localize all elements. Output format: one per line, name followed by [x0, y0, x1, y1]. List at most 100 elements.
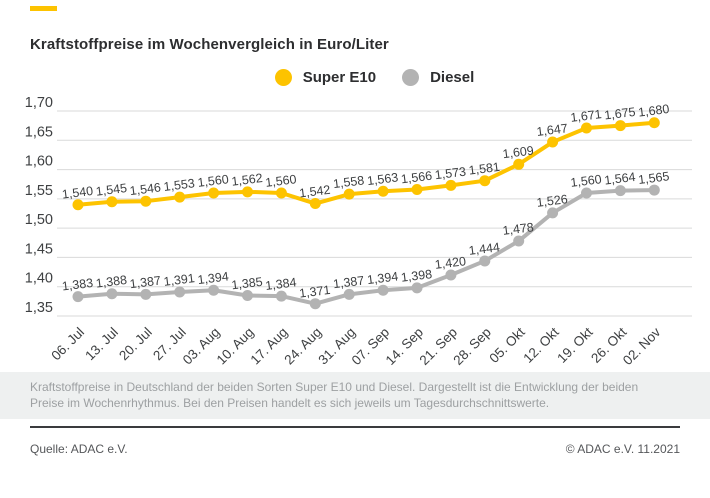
series-line-super-e10 [76, 120, 657, 207]
y-axis-tick-label: 1,45 [25, 241, 53, 257]
data-point-label: 1,398 [400, 267, 433, 285]
x-axis-tick-label: 06. Jul [48, 325, 87, 364]
data-point-label: 1,573 [434, 165, 467, 183]
data-point [547, 136, 559, 148]
legend-dot-diesel-icon [402, 69, 420, 86]
chart-legend: Super E10 Diesel [57, 69, 692, 86]
data-point [208, 187, 220, 199]
data-point-label: 1,387 [129, 273, 162, 291]
data-point-label: 1,394 [366, 269, 399, 287]
data-point [72, 291, 84, 303]
data-point [106, 196, 118, 208]
data-point [140, 288, 152, 300]
x-axis-tick-label: 24. Aug [281, 325, 324, 368]
y-axis-tick-label: 1,40 [25, 271, 53, 287]
source-text: Quelle: ADAC e.V. [30, 442, 128, 456]
data-point-label: 1,553 [163, 176, 196, 194]
data-point-label: 1,420 [434, 254, 467, 272]
data-point [208, 284, 220, 296]
footer-divider [30, 426, 680, 428]
data-point-label: 1,385 [231, 275, 264, 293]
data-point [140, 195, 152, 207]
data-point-label: 1,581 [468, 160, 501, 178]
data-point [648, 117, 660, 129]
footnote-band: Kraftstoffpreise in Deutschland der beid… [0, 372, 710, 419]
legend-label-super-e10: Super E10 [302, 69, 377, 86]
x-axis-tick-label: 10. Aug [214, 325, 257, 368]
data-point [309, 198, 321, 210]
data-point [614, 185, 626, 197]
data-point [547, 207, 559, 219]
data-point [479, 255, 491, 267]
data-point [581, 122, 592, 134]
y-axis-tick-label: 1,50 [25, 212, 53, 228]
brand-accent-bar [30, 6, 57, 11]
data-point [275, 187, 287, 199]
x-axis-tick-label: 28. Sep [450, 325, 494, 369]
data-point [275, 290, 287, 302]
data-point-label: 1,560 [570, 172, 603, 190]
data-point-label: 1,565 [637, 169, 670, 187]
x-axis-tick-label: 13. Jul [82, 325, 121, 364]
data-point-label: 1,546 [129, 180, 162, 198]
y-axis-tick-label: 1,35 [25, 300, 53, 316]
data-point-label: 1,560 [197, 172, 230, 190]
data-point [377, 185, 389, 197]
data-point-label: 1,609 [502, 143, 535, 161]
data-point-label: 1,540 [61, 184, 94, 202]
data-point [648, 184, 660, 196]
data-point-label: 1,391 [163, 271, 196, 289]
y-axis-tick-label: 1,55 [25, 183, 53, 199]
x-axis-tick-label: 20. Jul [116, 325, 155, 364]
data-point-label: 1,478 [502, 220, 535, 238]
data-point-label: 1,675 [604, 105, 637, 123]
y-axis-tick-label: 1,60 [25, 154, 53, 170]
footnote-text: Kraftstoffpreise in Deutschland der beid… [30, 380, 639, 410]
data-point [174, 191, 186, 203]
data-point [445, 179, 457, 191]
data-point [174, 286, 186, 298]
data-point [411, 183, 423, 195]
data-point-label: 1,542 [298, 183, 331, 201]
data-point-label: 1,384 [265, 275, 298, 293]
data-point-label: 1,680 [637, 102, 670, 120]
data-point [581, 187, 592, 199]
data-point-label: 1,387 [332, 273, 365, 291]
data-point-label: 1,371 [298, 283, 331, 301]
x-axis-tick-label: 17. Aug [248, 325, 291, 368]
data-point-label: 1,647 [536, 121, 569, 139]
data-point [72, 199, 84, 211]
data-point-label: 1,558 [332, 173, 365, 191]
data-point [106, 288, 118, 300]
legend-label-diesel: Diesel [430, 69, 475, 86]
data-point [242, 290, 253, 301]
data-point-label: 1,563 [366, 170, 399, 188]
y-axis-tick-label: 1,65 [25, 124, 53, 140]
data-point [343, 188, 355, 200]
data-point [513, 235, 525, 247]
data-point-label: 1,388 [95, 273, 128, 291]
legend-item-diesel: Diesel [402, 69, 474, 86]
data-point [445, 269, 457, 281]
page-title: Kraftstoffpreise im Wochenvergleich in E… [30, 36, 389, 53]
data-point [377, 284, 389, 296]
data-point-label: 1,545 [95, 181, 128, 199]
data-point [479, 175, 491, 187]
legend-item-super-e10: Super E10 [274, 69, 377, 86]
x-axis-tick-label: 02. Nov [620, 324, 664, 368]
x-axis-tick-label: 05. Okt [486, 324, 528, 366]
data-point-label: 1,671 [570, 107, 603, 125]
data-point [309, 298, 321, 310]
data-point-label: 1,566 [400, 169, 433, 187]
data-point-label: 1,560 [265, 172, 298, 190]
data-point-label: 1,444 [468, 240, 501, 258]
data-point [411, 282, 423, 294]
x-axis-tick-label: 03. Aug [180, 325, 223, 368]
data-point [614, 120, 626, 132]
y-axis-tick-label: 1,70 [25, 95, 53, 111]
copyright-text: © ADAC e.V. 11.2021 [565, 442, 680, 456]
data-point-label: 1,394 [197, 269, 230, 287]
data-point-label: 1,564 [604, 170, 637, 188]
data-point [242, 186, 253, 198]
